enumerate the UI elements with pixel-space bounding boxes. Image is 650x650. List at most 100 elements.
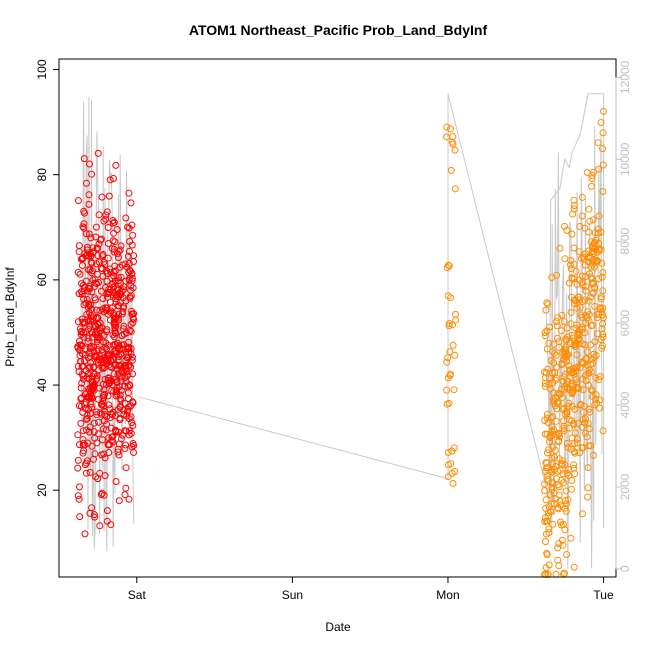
- data-point: [121, 382, 129, 390]
- data-point: [112, 478, 120, 485]
- data-point: [129, 314, 137, 322]
- data-point: [105, 289, 113, 296]
- data-point: [116, 391, 124, 399]
- data-point: [570, 341, 578, 349]
- data-point: [86, 468, 94, 476]
- data-point: [90, 381, 98, 389]
- data-point: [599, 330, 607, 338]
- data-point: [86, 393, 93, 401]
- data-point: [125, 403, 133, 411]
- data-point: [588, 171, 596, 179]
- data-point: [115, 277, 123, 285]
- data-point: [579, 444, 587, 451]
- data-point: [81, 209, 88, 217]
- data-point: [110, 175, 117, 182]
- data-point: [568, 275, 576, 283]
- data-point: [115, 316, 123, 324]
- data-point: [85, 230, 93, 238]
- data-point: [113, 378, 121, 386]
- data-point: [75, 495, 83, 503]
- data-point: [589, 451, 597, 459]
- data-point: [80, 319, 88, 327]
- data-point: [588, 387, 596, 395]
- data-point: [551, 350, 558, 357]
- data-point: [585, 228, 593, 236]
- data-point: [88, 170, 96, 178]
- data-point: [555, 540, 563, 547]
- data-point: [96, 469, 104, 477]
- data-point: [86, 509, 94, 517]
- data-point: [128, 270, 136, 278]
- data-point: [559, 377, 567, 385]
- data-point: [596, 373, 604, 380]
- data-point: [592, 374, 600, 382]
- data-point: [90, 428, 98, 436]
- data-point: [546, 434, 554, 442]
- data-point: [80, 375, 87, 383]
- data-point: [583, 433, 591, 441]
- data-point: [549, 443, 557, 451]
- data-point: [596, 404, 604, 412]
- data-point: [443, 123, 451, 131]
- data-point: [541, 382, 549, 390]
- data-point: [599, 269, 607, 276]
- data-point: [107, 309, 114, 316]
- data-point: [81, 461, 89, 469]
- data-point: [84, 354, 92, 362]
- data-point: [599, 161, 607, 169]
- data-point: [554, 544, 562, 552]
- data-point: [450, 386, 458, 394]
- data-point: [117, 386, 125, 394]
- data-point: [582, 287, 590, 295]
- data-point: [543, 299, 551, 307]
- data-point: [541, 332, 549, 340]
- data-point: [112, 161, 120, 169]
- data-point: [582, 429, 589, 437]
- data-point: [573, 304, 581, 312]
- data-point: [558, 327, 565, 335]
- data-point: [79, 318, 87, 326]
- data-point: [106, 441, 114, 449]
- data-point: [593, 311, 601, 319]
- data-point: [128, 221, 136, 229]
- data-point: [128, 277, 136, 285]
- data-point: [75, 248, 83, 256]
- data-point: [94, 320, 102, 328]
- data-point: [82, 415, 90, 423]
- data-point: [575, 335, 583, 343]
- data-point: [561, 461, 569, 469]
- data-point: [568, 403, 576, 410]
- data-point: [115, 369, 123, 377]
- data-point: [74, 268, 82, 276]
- data-point: [116, 299, 124, 306]
- data-point: [82, 469, 90, 477]
- data-point: [572, 376, 580, 384]
- data-point: [88, 442, 96, 450]
- data-point: [599, 427, 607, 435]
- data-point: [444, 354, 452, 362]
- data-point: [86, 410, 94, 417]
- y-tick-label: 80: [35, 168, 49, 182]
- data-point: [76, 513, 84, 521]
- data-point: [94, 149, 102, 157]
- data-point: [102, 215, 110, 223]
- data-point: [447, 294, 455, 302]
- data-point: [104, 254, 112, 262]
- x-tick-label: Sat: [128, 588, 147, 602]
- data-point: [591, 302, 599, 310]
- data-point: [128, 274, 136, 282]
- data-point: [86, 363, 94, 371]
- data-point: [127, 320, 135, 328]
- data-point: [80, 439, 87, 447]
- data-point: [599, 333, 607, 341]
- data-point: [93, 439, 101, 447]
- data-point: [556, 433, 564, 440]
- data-point: [543, 551, 551, 559]
- data-point: [99, 295, 107, 302]
- data-point: [107, 521, 115, 529]
- data-point: [91, 352, 99, 360]
- data-point: [452, 310, 459, 318]
- data-point: [572, 267, 580, 275]
- data-point: [596, 245, 603, 253]
- data-point: [78, 290, 86, 298]
